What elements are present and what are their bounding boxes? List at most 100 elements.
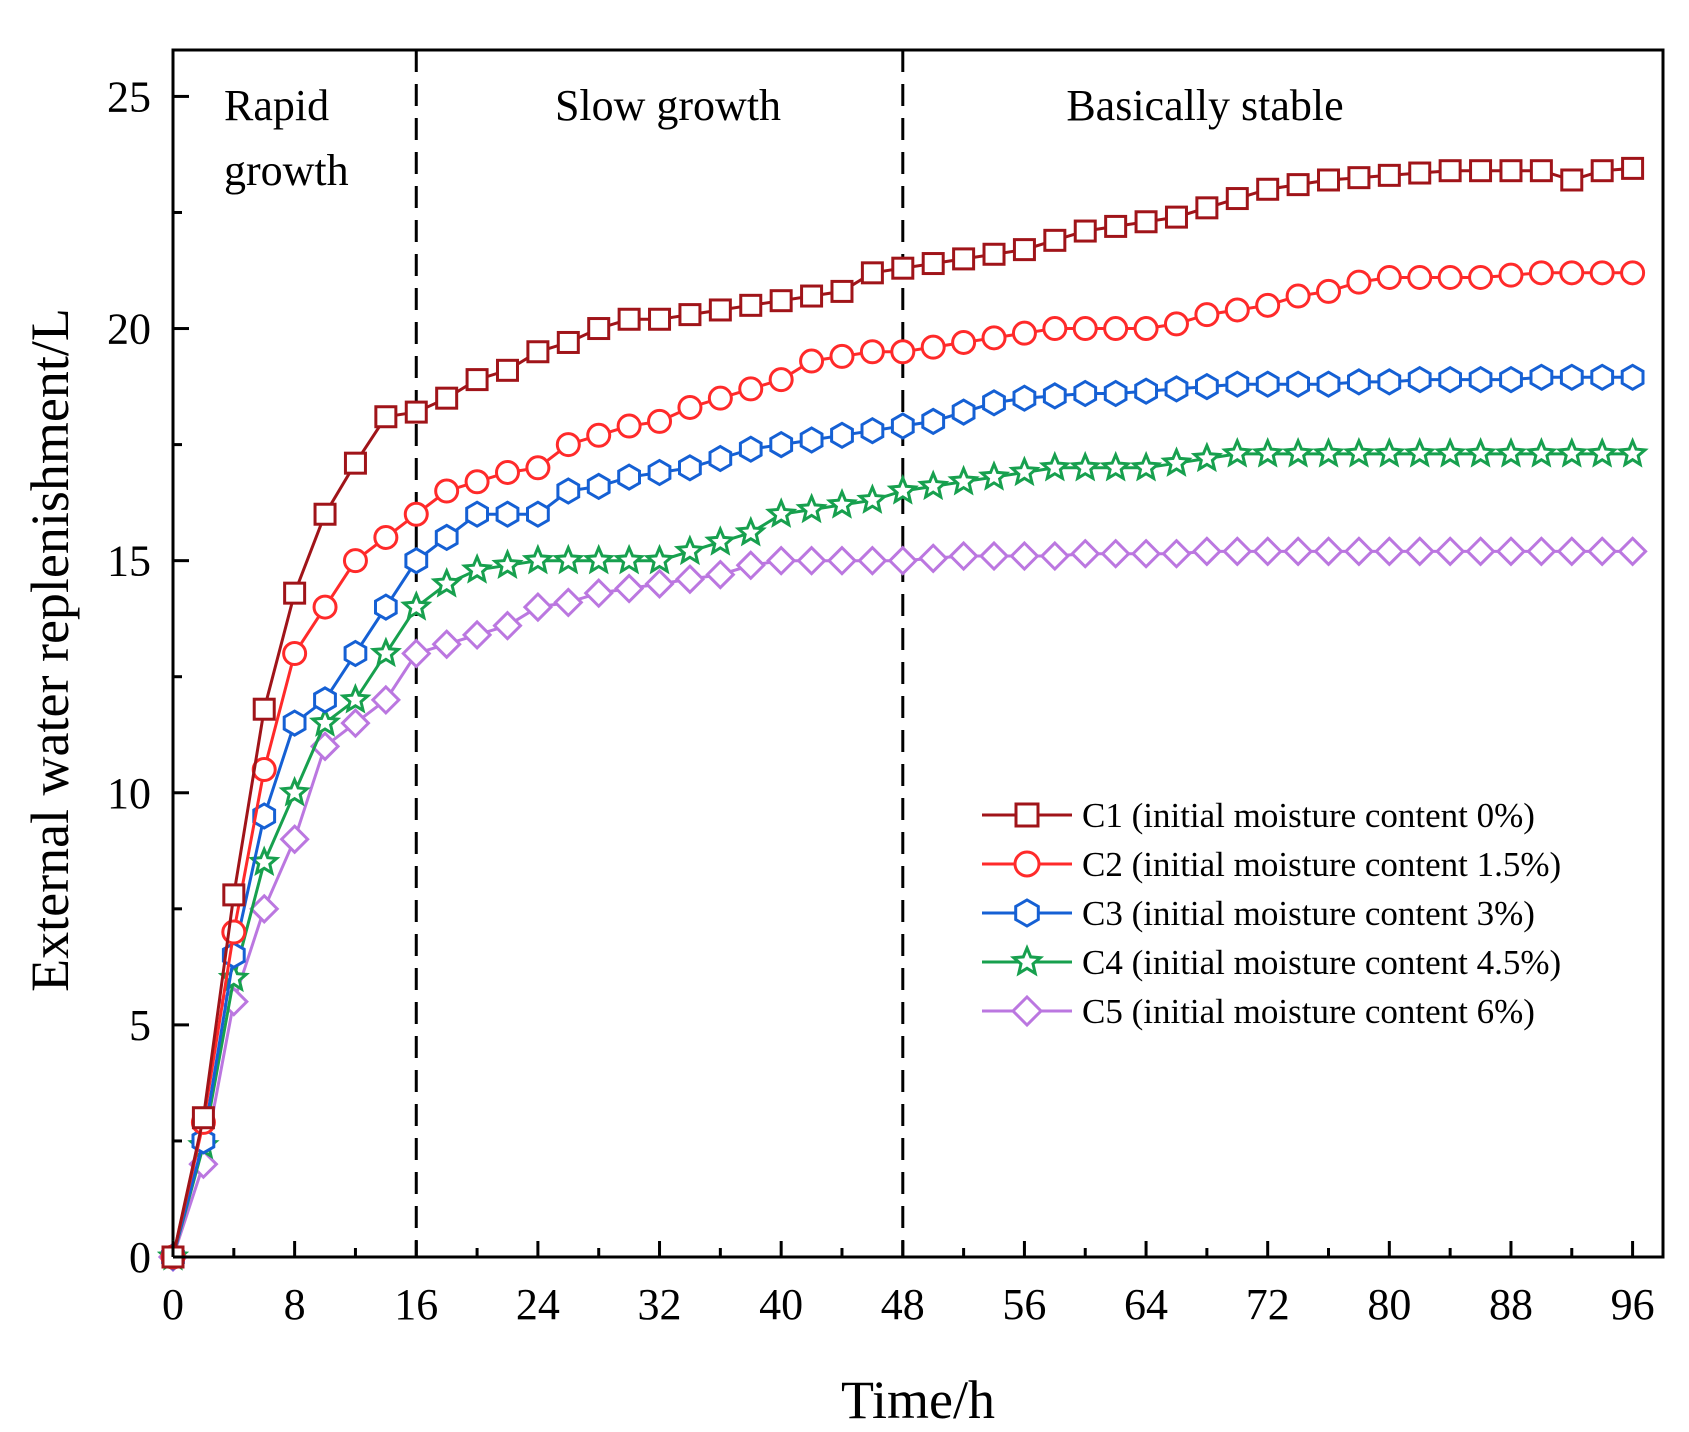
data-point xyxy=(525,455,551,481)
data-point xyxy=(1104,214,1128,238)
data-point xyxy=(1377,163,1401,187)
data-point xyxy=(492,610,523,641)
data-point xyxy=(860,416,885,445)
data-point xyxy=(617,463,641,491)
data-point xyxy=(739,293,763,317)
data-point xyxy=(374,593,398,621)
data-point xyxy=(1130,538,1162,569)
data-point xyxy=(1468,264,1494,290)
data-point xyxy=(522,591,554,623)
data-point xyxy=(708,444,733,473)
data-point xyxy=(342,548,368,574)
data-point xyxy=(947,464,980,496)
data-point xyxy=(404,546,429,575)
series-c5 xyxy=(157,536,1648,1273)
data-point xyxy=(1468,365,1493,394)
data-point xyxy=(1222,536,1253,567)
legend-label: C1 (initial moisture content 0%) xyxy=(1082,796,1535,835)
data-point xyxy=(1133,316,1159,342)
data-point xyxy=(1316,370,1341,398)
data-point xyxy=(1316,278,1342,304)
data-point xyxy=(1408,161,1432,185)
data-point xyxy=(920,334,946,360)
data-point xyxy=(977,460,1011,491)
data-point xyxy=(1010,994,1044,1028)
data-point xyxy=(948,540,979,572)
data-point xyxy=(1589,260,1615,286)
data-point xyxy=(1465,536,1496,567)
data-point xyxy=(1438,365,1462,394)
data-point xyxy=(1347,368,1371,396)
data-point xyxy=(465,368,489,392)
data-point xyxy=(799,426,824,454)
data-point xyxy=(1464,437,1497,468)
data-point xyxy=(1194,302,1220,328)
data-point xyxy=(526,340,550,364)
data-point xyxy=(586,422,612,448)
data-point xyxy=(1529,159,1553,183)
axes: 0 8 16 24 32 40 48 56 64 72 80 88 96 0 5 10 15 20 25 xyxy=(107,72,1655,1329)
data-point xyxy=(1014,802,1040,828)
legend-item: C5 (initial moisture content 6%) xyxy=(982,992,1535,1031)
y-axis-title: External water replenishment/L xyxy=(20,308,80,992)
data-point xyxy=(951,329,977,355)
data-point xyxy=(1103,379,1128,408)
data-point xyxy=(1620,363,1645,392)
data-point xyxy=(1252,536,1283,567)
data-point xyxy=(252,697,276,721)
data-point xyxy=(1560,168,1584,192)
data-point xyxy=(648,307,672,331)
data-point xyxy=(644,568,675,599)
data-point xyxy=(704,525,737,556)
data-point xyxy=(495,358,519,382)
x-tick-label: 80 xyxy=(1367,1280,1411,1329)
data-point xyxy=(1103,316,1129,342)
data-point xyxy=(708,298,732,322)
legend-item: C1 (initial moisture content 0%) xyxy=(982,796,1535,835)
data-point xyxy=(1347,166,1371,190)
data-point xyxy=(1374,536,1405,567)
x-tick-label: 0 xyxy=(162,1280,184,1329)
data-point xyxy=(1072,316,1098,342)
data-point xyxy=(1556,536,1587,567)
data-point xyxy=(1343,536,1375,567)
data-point xyxy=(1163,311,1189,337)
data-point xyxy=(1008,455,1041,487)
data-point xyxy=(282,641,308,666)
data-point xyxy=(795,492,828,524)
data-point xyxy=(1129,450,1163,482)
data-point xyxy=(1011,320,1037,346)
x-tick-label: 64 xyxy=(1124,1280,1168,1329)
data-point xyxy=(1013,850,1041,878)
region-label: growth xyxy=(224,146,349,195)
plot-area xyxy=(171,48,1665,1259)
data-point xyxy=(464,469,490,495)
data-point xyxy=(1038,450,1071,482)
data-point xyxy=(829,343,855,369)
legend-item: C4 (initial moisture content 4.5%) xyxy=(982,943,1561,982)
data-point xyxy=(859,339,885,365)
series-c4 xyxy=(156,436,1649,1271)
data-point xyxy=(830,421,854,450)
y-tick-label: 15 xyxy=(107,537,151,586)
data-point xyxy=(495,500,520,528)
data-point xyxy=(800,284,824,308)
data-point xyxy=(1042,382,1067,410)
data-point xyxy=(1621,156,1645,180)
data-point xyxy=(643,543,676,575)
data-point xyxy=(769,289,793,313)
data-point xyxy=(343,639,368,668)
data-point xyxy=(921,252,945,276)
data-point xyxy=(1404,536,1435,567)
data-point xyxy=(1073,379,1098,408)
data-point xyxy=(735,550,766,581)
data-point xyxy=(1256,177,1280,201)
data-point xyxy=(461,619,493,651)
data-point xyxy=(1195,372,1219,401)
data-point xyxy=(856,483,889,514)
data-point xyxy=(465,500,489,528)
data-point xyxy=(678,454,702,482)
data-point xyxy=(647,408,673,434)
data-point xyxy=(278,775,311,807)
